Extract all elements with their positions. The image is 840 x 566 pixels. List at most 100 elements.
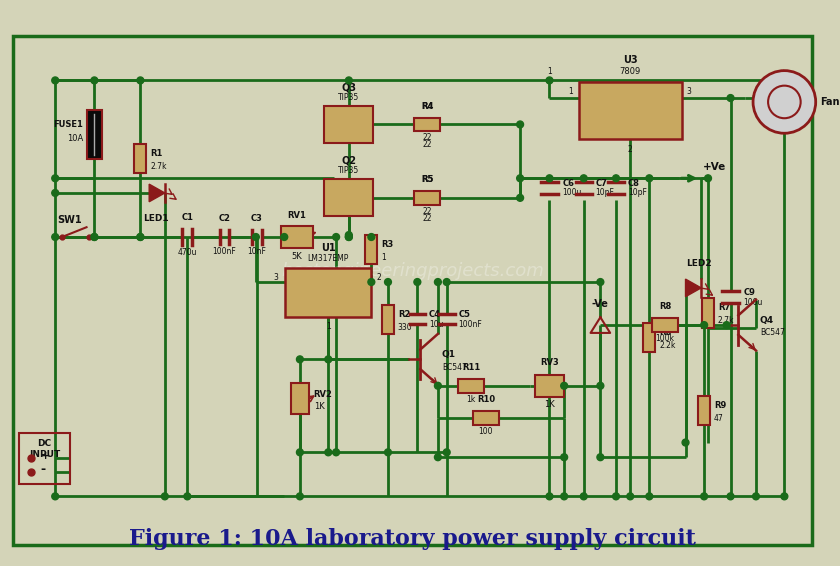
- Text: R5: R5: [421, 175, 433, 184]
- Circle shape: [546, 175, 553, 182]
- Circle shape: [580, 175, 587, 182]
- Circle shape: [561, 383, 568, 389]
- Text: 2.7k: 2.7k: [718, 316, 734, 325]
- Circle shape: [753, 493, 759, 500]
- Circle shape: [325, 356, 332, 363]
- Bar: [365, 235, 377, 264]
- Circle shape: [753, 71, 816, 133]
- Bar: [643, 323, 655, 352]
- Text: TIP35: TIP35: [339, 93, 360, 102]
- Circle shape: [727, 95, 734, 101]
- Text: 2.7k: 2.7k: [150, 162, 166, 171]
- Text: 1K: 1K: [313, 402, 324, 411]
- Text: +Ve: +Ve: [703, 162, 727, 173]
- Circle shape: [52, 493, 59, 500]
- Bar: [291, 383, 309, 414]
- Bar: [702, 298, 714, 328]
- Text: DC: DC: [38, 439, 51, 448]
- Text: 330: 330: [398, 323, 412, 332]
- Text: 470u: 470u: [177, 248, 197, 257]
- Circle shape: [52, 77, 59, 84]
- Text: 10u: 10u: [429, 320, 444, 329]
- Bar: [459, 379, 484, 393]
- Circle shape: [597, 383, 604, 389]
- Text: Q3: Q3: [341, 82, 356, 92]
- Text: SW1: SW1: [57, 215, 81, 225]
- Text: 2.2k: 2.2k: [659, 341, 675, 350]
- Bar: [324, 179, 373, 216]
- Text: LED1: LED1: [143, 215, 169, 224]
- Polygon shape: [685, 279, 701, 297]
- Text: 2: 2: [376, 273, 381, 282]
- Text: R1: R1: [150, 149, 162, 158]
- Circle shape: [137, 234, 144, 241]
- Circle shape: [612, 175, 619, 182]
- Text: VI: VI: [591, 93, 599, 102]
- Circle shape: [52, 190, 59, 196]
- Text: 5K: 5K: [291, 252, 302, 261]
- Circle shape: [597, 454, 604, 461]
- Text: R10: R10: [477, 396, 495, 404]
- Text: 22: 22: [423, 133, 432, 142]
- Circle shape: [368, 278, 375, 285]
- Bar: [579, 83, 681, 139]
- Text: R6: R6: [659, 328, 671, 337]
- Circle shape: [333, 234, 339, 241]
- Text: 1K: 1K: [544, 401, 555, 409]
- Text: BC547: BC547: [760, 328, 785, 337]
- Text: 22: 22: [423, 140, 432, 149]
- Circle shape: [517, 175, 523, 182]
- Text: R5: R5: [421, 175, 433, 184]
- Polygon shape: [150, 184, 165, 201]
- Text: 10pF: 10pF: [627, 188, 647, 198]
- Circle shape: [297, 449, 303, 456]
- Circle shape: [161, 493, 168, 500]
- Text: C4: C4: [429, 310, 441, 319]
- Circle shape: [627, 493, 633, 500]
- Text: C8: C8: [627, 179, 639, 188]
- Text: R2: R2: [398, 310, 410, 319]
- Text: 100nF: 100nF: [213, 247, 236, 256]
- Circle shape: [546, 77, 553, 84]
- Bar: [414, 118, 440, 131]
- Text: 100u: 100u: [743, 298, 763, 307]
- Circle shape: [682, 439, 689, 446]
- Text: 100nF: 100nF: [459, 320, 482, 329]
- Text: 10pF: 10pF: [596, 188, 614, 198]
- Circle shape: [52, 175, 59, 182]
- Circle shape: [184, 493, 191, 500]
- Text: 10A: 10A: [67, 134, 84, 143]
- Circle shape: [52, 234, 59, 241]
- Text: 22: 22: [423, 213, 432, 222]
- Text: 100: 100: [479, 427, 493, 436]
- Circle shape: [434, 278, 441, 285]
- Circle shape: [580, 493, 587, 500]
- Text: C5: C5: [459, 310, 470, 319]
- Bar: [382, 305, 394, 334]
- Text: bestengineeringprojects.com: bestengineeringprojects.com: [281, 262, 543, 280]
- Circle shape: [444, 278, 450, 285]
- Text: C6: C6: [562, 179, 575, 188]
- Text: C3: C3: [251, 215, 263, 224]
- Text: ADJ: ADJ: [321, 297, 336, 306]
- Circle shape: [597, 278, 604, 285]
- Circle shape: [444, 449, 450, 456]
- Circle shape: [297, 493, 303, 500]
- Text: 1k: 1k: [466, 395, 475, 404]
- Text: 1: 1: [568, 87, 573, 96]
- Text: U1: U1: [321, 243, 336, 252]
- Circle shape: [368, 234, 375, 241]
- Text: 7809: 7809: [620, 67, 641, 75]
- Text: 100k: 100k: [655, 334, 675, 343]
- Circle shape: [561, 493, 568, 500]
- Text: C2: C2: [218, 215, 230, 224]
- Text: TIP35: TIP35: [339, 166, 360, 175]
- Circle shape: [517, 121, 523, 128]
- Text: Figure 1: 10A laboratory power supply circuit: Figure 1: 10A laboratory power supply ci…: [129, 528, 696, 550]
- Bar: [473, 411, 499, 425]
- Circle shape: [727, 493, 734, 500]
- Circle shape: [546, 493, 553, 500]
- Text: 1: 1: [381, 253, 386, 262]
- Circle shape: [91, 234, 97, 241]
- Text: R8: R8: [659, 302, 671, 311]
